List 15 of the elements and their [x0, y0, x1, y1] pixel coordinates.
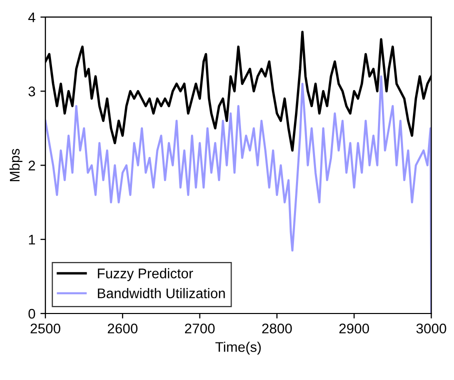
y-tick-label: 4 [28, 12, 36, 22]
legend-label: Fuzzy Predictor [98, 268, 194, 282]
y-axis-title: Mbps [9, 148, 22, 182]
x-axis-title: Time(s) [215, 342, 261, 355]
x-tick-label: 2700 [185, 324, 215, 334]
legend-label: Bandwidth Utilization [98, 288, 225, 298]
y-tick-label: 2 [28, 160, 35, 170]
y-tick-label: 1 [29, 234, 35, 244]
x-tick-label: 2500 [30, 324, 60, 334]
y-tick-label: 3 [28, 86, 36, 96]
x-tick-label: 3000 [416, 324, 446, 334]
y-tick-label: 0 [28, 308, 36, 319]
x-tick-label: 2800 [262, 324, 292, 334]
x-tick-label: 2900 [339, 324, 370, 334]
x-tick-label: 2600 [108, 324, 138, 334]
